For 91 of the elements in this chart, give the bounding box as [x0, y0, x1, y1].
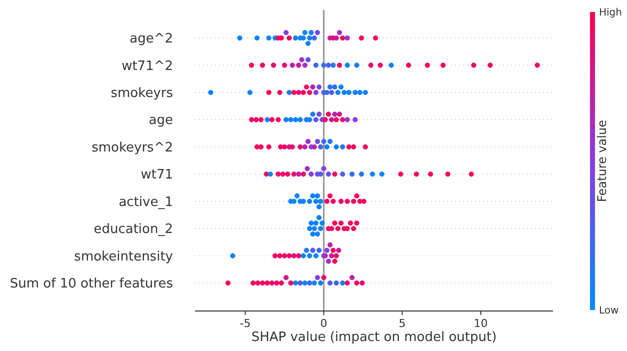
point: [258, 117, 264, 122]
point: [406, 62, 412, 68]
point: [318, 226, 324, 232]
point: [372, 35, 378, 41]
y-tick-label: age^2: [130, 32, 173, 47]
point: [440, 62, 446, 68]
point: [276, 117, 281, 122]
point: [428, 172, 434, 177]
point: [370, 172, 376, 177]
y-tick-label: education_2: [94, 222, 173, 238]
color-bar-label: High: [599, 8, 622, 18]
point: [264, 117, 270, 122]
point: [291, 90, 297, 96]
point: [255, 280, 260, 286]
point: [290, 62, 295, 68]
point: [312, 35, 317, 41]
point: [296, 172, 302, 177]
point: [277, 253, 282, 258]
point: [302, 144, 308, 150]
point: [334, 280, 339, 286]
point: [290, 144, 295, 150]
point: [313, 62, 319, 68]
point: [288, 117, 294, 122]
point: [324, 90, 330, 96]
point: [488, 62, 493, 68]
point: [302, 62, 308, 68]
point: [296, 62, 302, 68]
point: [362, 144, 368, 150]
point: [534, 62, 540, 68]
point: [344, 280, 350, 286]
point: [266, 144, 272, 150]
point: [445, 172, 450, 177]
point: [349, 172, 355, 177]
point: [334, 35, 339, 41]
point: [414, 172, 419, 177]
y-tick-label: wt71: [140, 168, 173, 183]
point: [334, 117, 339, 122]
x-tick-label: 10: [474, 317, 488, 330]
point: [361, 198, 366, 204]
point: [264, 280, 270, 286]
point: [285, 172, 290, 177]
point: [398, 172, 404, 177]
point: [468, 172, 474, 177]
point: [292, 280, 298, 286]
point: [368, 62, 374, 68]
color-bar-label: Low: [599, 306, 619, 316]
point: [471, 62, 476, 68]
y-tick-label: smokeyrs: [110, 86, 174, 101]
point: [354, 280, 360, 286]
point: [276, 172, 281, 177]
point: [307, 280, 312, 286]
point: [300, 253, 306, 258]
point: [286, 253, 292, 258]
color-bar-title: Feature value: [595, 120, 609, 202]
point: [350, 144, 356, 150]
point: [292, 35, 298, 41]
point: [329, 117, 334, 122]
point: [322, 117, 328, 122]
point: [321, 62, 326, 68]
point: [350, 226, 356, 232]
y-tick-label: wt71^2: [122, 58, 173, 74]
point: [329, 253, 334, 258]
x-tick-label: 5: [398, 317, 406, 330]
point: [269, 117, 275, 122]
y-tick-label: Sum of 10 other features: [10, 276, 174, 292]
point: [313, 198, 319, 204]
point: [358, 35, 364, 41]
point: [335, 90, 340, 96]
point: [318, 198, 324, 204]
x-tick-label: -5: [240, 317, 251, 330]
point: [292, 117, 298, 122]
y-tick-label: smokeintensity: [74, 249, 174, 264]
point: [346, 144, 352, 150]
point: [312, 144, 317, 150]
point: [283, 117, 289, 122]
point: [344, 35, 350, 41]
y-tick-label: active_1: [118, 194, 173, 210]
point: [424, 62, 430, 68]
point: [344, 117, 350, 122]
point: [270, 62, 276, 68]
point: [388, 62, 394, 68]
point: [266, 90, 272, 96]
point: [291, 172, 297, 177]
point: [378, 62, 383, 68]
point: [312, 226, 317, 232]
point: [298, 117, 303, 122]
x-tick-label: 0: [320, 317, 328, 330]
y-tick-label: age: [148, 113, 173, 128]
x-axis-title: SHAP value (impact on model output): [251, 330, 497, 345]
y-tick-label: smokeyrs^2: [92, 140, 173, 156]
point: [307, 253, 312, 258]
